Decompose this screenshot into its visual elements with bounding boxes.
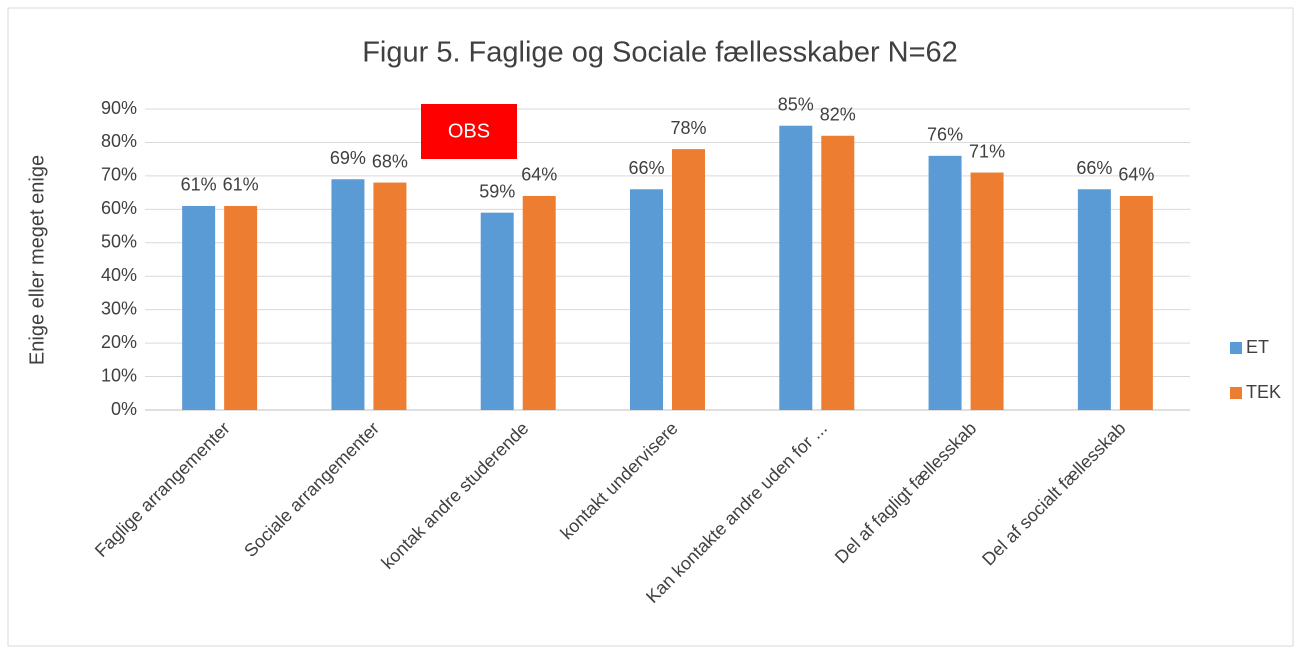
data-label: 59%	[479, 181, 515, 201]
bar	[1077, 189, 1111, 410]
bar	[672, 149, 705, 410]
annotation-box	[421, 104, 517, 159]
data-label: 61%	[181, 175, 217, 195]
data-label: 68%	[372, 151, 408, 171]
legend-swatch	[1230, 342, 1242, 354]
data-label: 76%	[927, 125, 963, 145]
y-axis-title: Enige eller meget enige	[26, 155, 48, 365]
data-label: 82%	[820, 105, 856, 125]
data-label: 64%	[521, 165, 557, 185]
legend-label: TEK	[1246, 382, 1281, 402]
data-label: 61%	[223, 175, 259, 195]
y-tick-label: 20%	[101, 332, 137, 352]
y-tick-label: 30%	[101, 298, 137, 318]
annotation: OBS	[448, 120, 490, 142]
bar	[1119, 195, 1153, 410]
data-label: 66%	[1076, 158, 1112, 178]
bar	[970, 172, 1004, 410]
bar	[779, 125, 813, 410]
y-tick-label: 40%	[101, 265, 137, 285]
bar	[821, 135, 855, 410]
bar	[331, 179, 365, 410]
bar	[373, 182, 407, 410]
y-tick-label: 10%	[101, 365, 137, 385]
bar	[928, 155, 962, 410]
chart-title: Figur 5. Faglige og Sociale fællesskaber…	[362, 37, 958, 69]
bar	[224, 205, 258, 410]
y-tick-label: 90%	[101, 98, 137, 118]
bar	[522, 195, 556, 410]
bar	[480, 212, 514, 410]
data-label: 78%	[670, 118, 706, 138]
y-tick-label: 80%	[101, 131, 137, 151]
data-label: 85%	[778, 94, 814, 114]
y-tick-label: 0%	[111, 399, 137, 419]
data-label: 69%	[330, 148, 366, 168]
bar	[630, 189, 663, 410]
data-label: 66%	[628, 158, 664, 178]
y-tick-label: 60%	[101, 198, 137, 218]
data-label: 64%	[1118, 165, 1154, 185]
y-tick-label: 50%	[101, 232, 137, 252]
legend-swatch	[1230, 387, 1242, 399]
bar	[182, 205, 216, 410]
data-label: 71%	[969, 141, 1005, 161]
y-tick-label: 70%	[101, 165, 137, 185]
legend-label: ET	[1246, 337, 1269, 357]
